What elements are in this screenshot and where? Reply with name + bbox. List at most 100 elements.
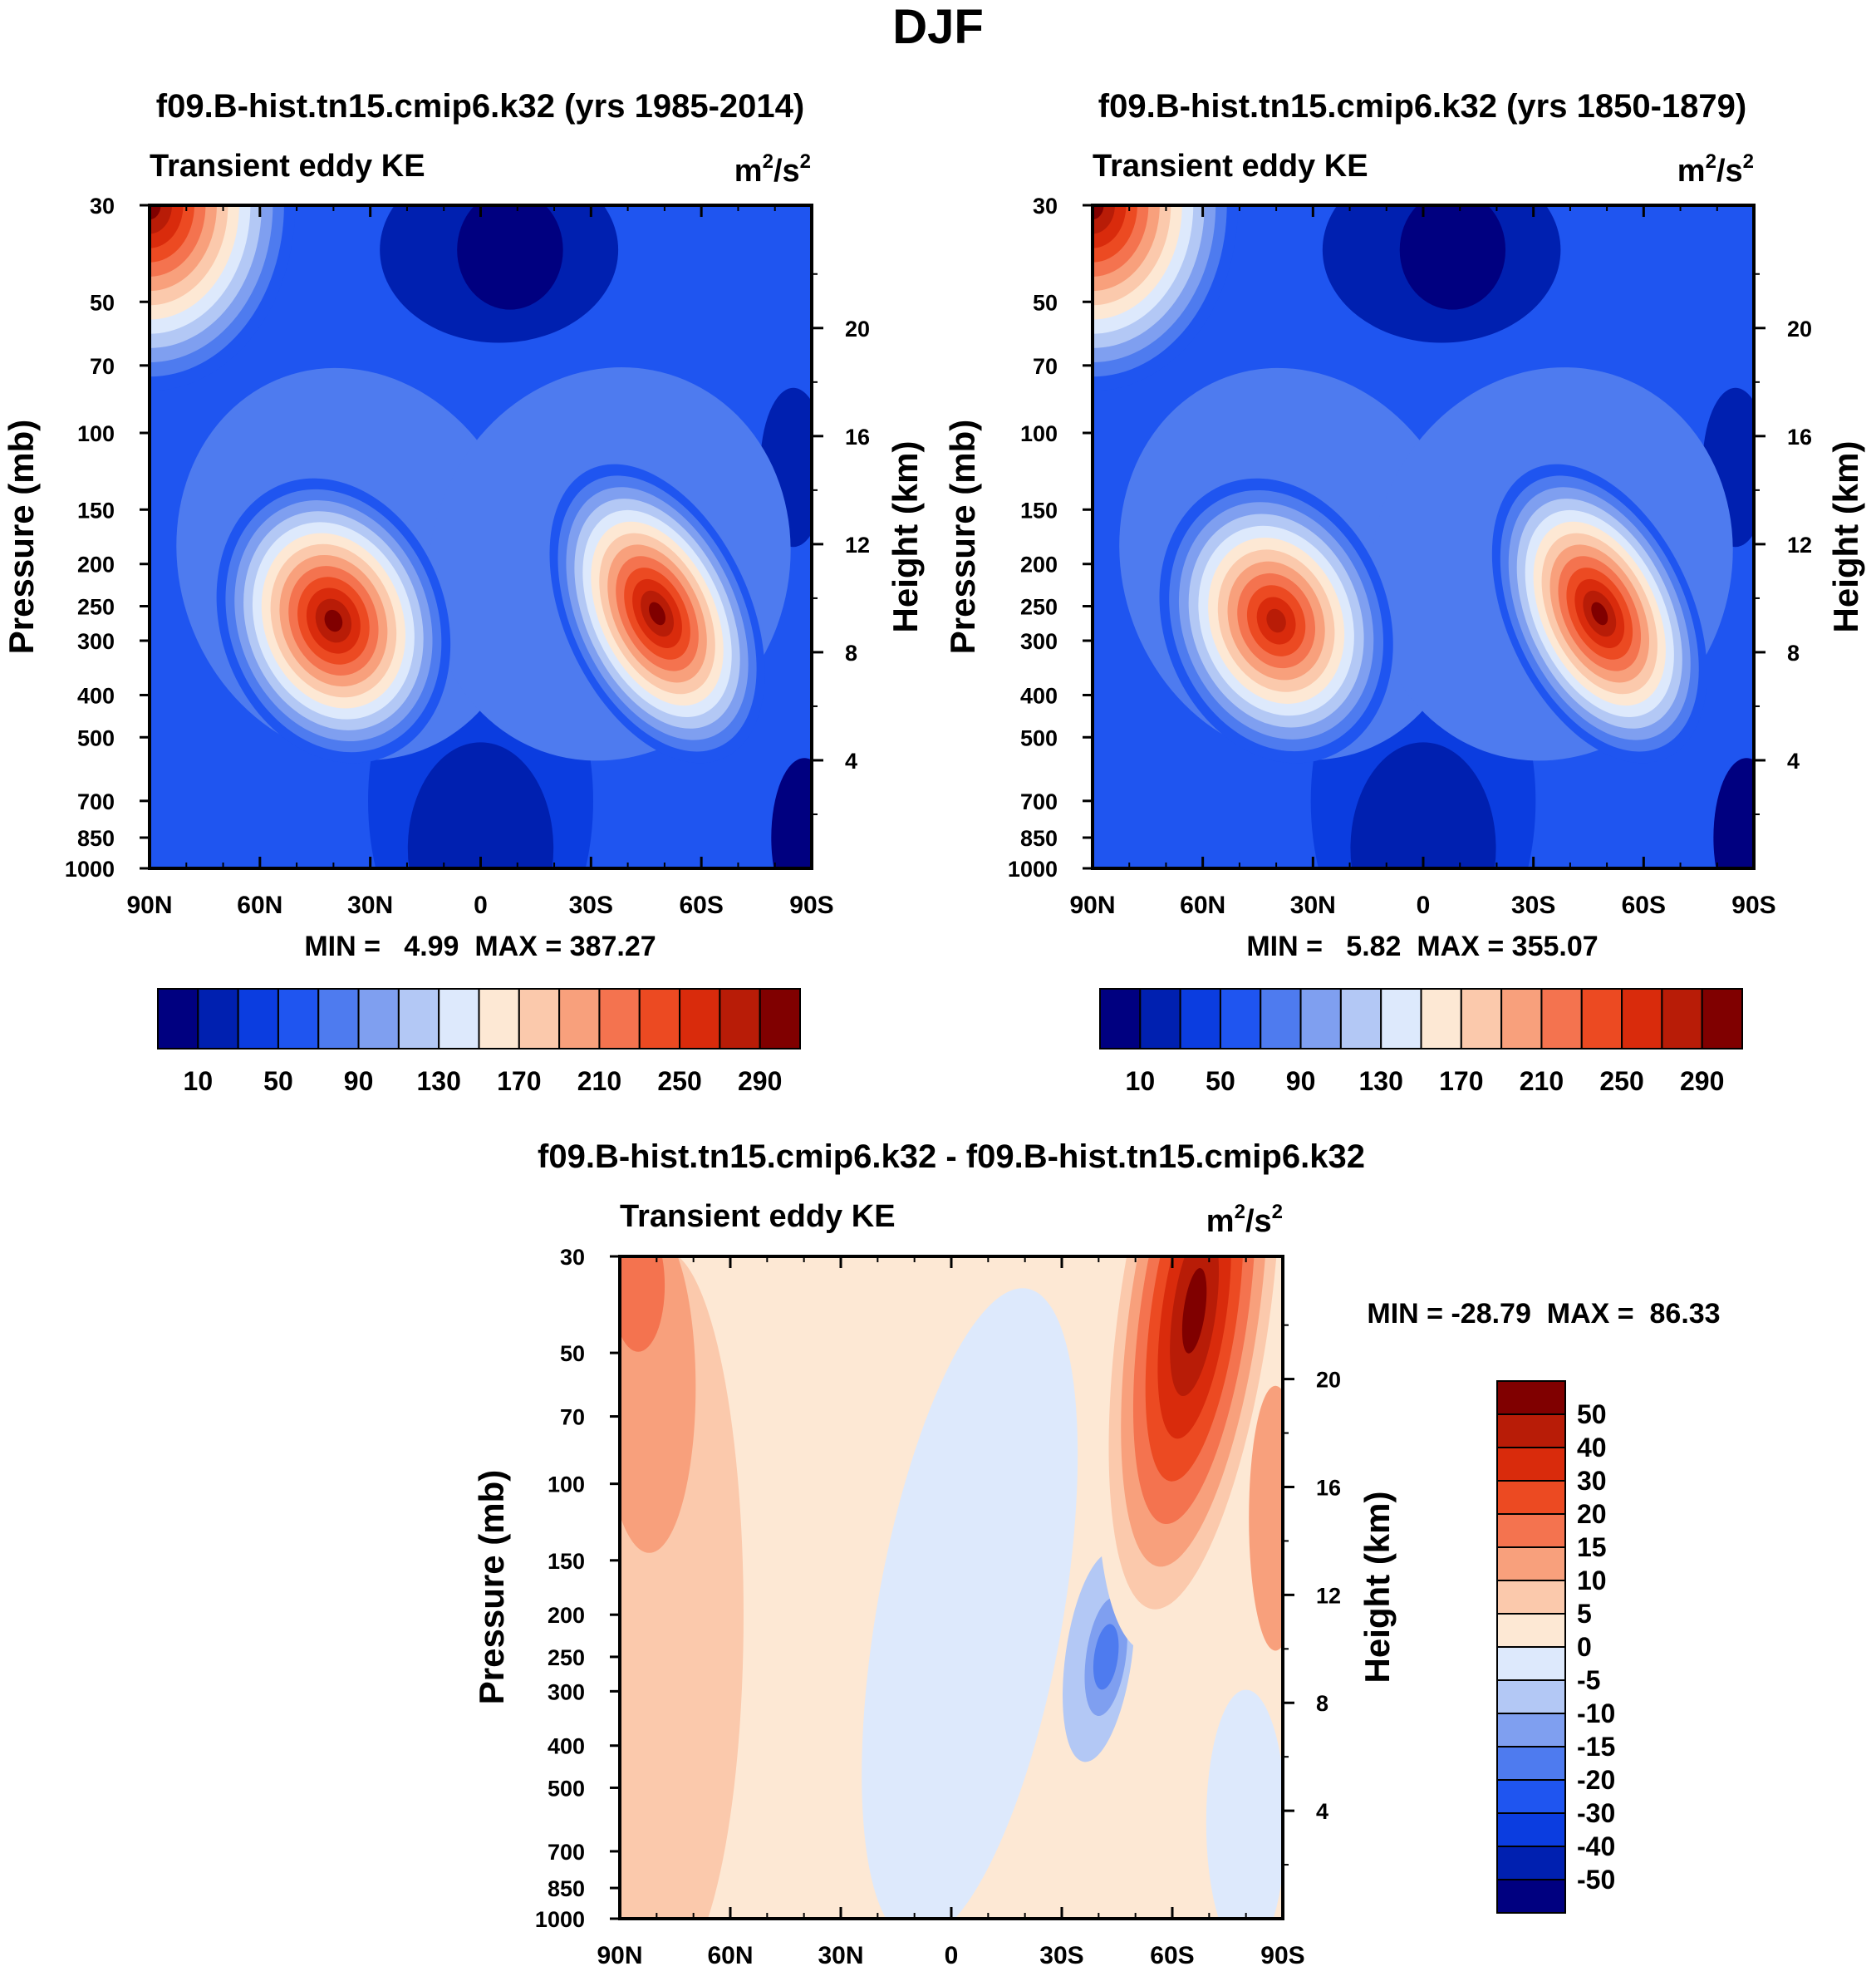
y-tick-label: 250 — [1020, 595, 1058, 620]
y-tick-label: 30 — [1033, 194, 1058, 219]
diff-stats: MIN = -28.79 MAX = 86.33 — [1367, 1298, 1720, 1330]
panel2-stats: MIN = 5.82 MAX = 355.07 — [1246, 931, 1598, 962]
colorbar-swatch — [1496, 1879, 1566, 1914]
y-tick-label: 150 — [77, 498, 115, 523]
y-right-tick-label: 4 — [845, 749, 857, 774]
colorbar-swatch — [1139, 988, 1181, 1049]
y-right-tick-label: 20 — [1787, 317, 1812, 342]
colorbar-swatch — [1496, 1513, 1566, 1548]
panel1-title: f09.B-hist.tn15.cmip6.k32 (yrs 1985-2014… — [156, 88, 804, 125]
colorbar-swatch — [679, 988, 721, 1049]
colorbar-swatch — [1299, 988, 1342, 1049]
x-tick-label: 0 — [945, 1942, 959, 1969]
colorbar-label: 130 — [416, 1066, 460, 1096]
colorbar-swatch — [1496, 1779, 1566, 1814]
colorbar-label: 10 — [184, 1066, 214, 1096]
colorbar-swatch — [1496, 1746, 1566, 1781]
y-tick-label: 100 — [548, 1472, 585, 1497]
colorbar-swatch — [719, 988, 761, 1049]
panel2-left-label: Transient eddy KE — [1093, 149, 1368, 184]
panel2-plot-area — [1093, 205, 1754, 868]
panel2-ylabel-right: Height (km) — [1826, 441, 1865, 633]
x-tick-label: 60S — [679, 892, 723, 919]
colorbar-label: -20 — [1577, 1765, 1615, 1795]
y-tick-label: 250 — [548, 1645, 585, 1670]
low-ke-region — [1399, 205, 1506, 310]
panel2-title: f09.B-hist.tn15.cmip6.k32 (yrs 1850-1879… — [1098, 88, 1746, 125]
x-tick-label: 60N — [707, 1942, 753, 1969]
colorbar-swatch — [1496, 1713, 1566, 1748]
panel1-stats: MIN = 4.99 MAX = 387.27 — [304, 931, 656, 962]
polar-jet-contour — [150, 205, 161, 220]
diff-left-label: Transient eddy KE — [620, 1199, 896, 1234]
x-tick-label: 60N — [237, 892, 282, 919]
panel1-plot-area — [150, 205, 812, 868]
x-tick-label: 90S — [789, 892, 833, 919]
y-right-tick-label: 12 — [1316, 1583, 1341, 1608]
colorbar-label: 5 — [1577, 1599, 1592, 1629]
colorbar-label: 20 — [1577, 1499, 1607, 1529]
panel-1850-1879: f09.B-hist.tn15.cmip6.k32 (yrs 1850-1879… — [943, 88, 1865, 1096]
diff-contour-field — [620, 1256, 1283, 1919]
x-tick-label: 90N — [597, 1942, 642, 1969]
colorbar-swatch — [1420, 988, 1462, 1049]
colorbar-label: 210 — [1520, 1066, 1564, 1096]
y-right-tick-label: 16 — [845, 425, 870, 450]
y-tick-label: 500 — [77, 725, 115, 750]
x-tick-label: 30S — [569, 892, 613, 919]
y-tick-label: 70 — [560, 1405, 585, 1430]
y-tick-label: 700 — [548, 1840, 585, 1865]
y-tick-label: 70 — [90, 354, 115, 379]
diff-units: m2/s2 — [1206, 1201, 1283, 1239]
panel1-left-label: Transient eddy KE — [150, 149, 425, 184]
positive-diff-region — [620, 1256, 665, 1352]
y-right-tick-label: 12 — [1787, 533, 1812, 558]
x-tick-label: 60S — [1150, 1942, 1194, 1969]
low-ke-region — [1350, 742, 1496, 868]
x-tick-label: 60N — [1180, 892, 1225, 919]
colorbar-label: 170 — [497, 1066, 541, 1096]
colorbar-swatch — [1179, 988, 1221, 1049]
y-right-tick-label: 8 — [1787, 641, 1800, 666]
x-tick-label: 30S — [1039, 1942, 1083, 1969]
colorbar-label: 50 — [263, 1066, 293, 1096]
negative-diff-region — [1093, 1624, 1119, 1690]
colorbar-label: 30 — [1577, 1466, 1607, 1496]
colorbar-swatch — [1496, 1380, 1566, 1415]
panel1-units: m2/s2 — [734, 150, 811, 189]
y-tick-label: 500 — [1020, 725, 1058, 750]
x-tick-label: 90S — [1260, 1942, 1304, 1969]
colorbar-label: -50 — [1577, 1865, 1615, 1895]
colorbar-swatch — [1099, 988, 1142, 1049]
colorbar-label: 250 — [657, 1066, 701, 1096]
y-right-tick-label: 20 — [1316, 1368, 1341, 1393]
y-right-tick-label: 8 — [845, 641, 857, 666]
colorbar-label: 90 — [1286, 1066, 1316, 1096]
colorbar-swatch — [1496, 1613, 1566, 1648]
x-tick-label: 30S — [1511, 892, 1555, 919]
low-ke-region — [457, 205, 563, 310]
y-right-tick-label: 4 — [1316, 1799, 1328, 1824]
colorbar-swatch — [1496, 1646, 1566, 1681]
colorbar-label: -10 — [1577, 1698, 1615, 1728]
colorbar-label: 130 — [1358, 1066, 1402, 1096]
colorbar-label: 40 — [1577, 1433, 1607, 1462]
colorbar-swatch — [1496, 1413, 1566, 1448]
figure-title: DJF — [892, 0, 984, 54]
y-right-tick-label: 8 — [1316, 1691, 1328, 1716]
y-tick-label: 500 — [548, 1776, 585, 1801]
colorbar-swatch — [1260, 988, 1302, 1049]
y-tick-label: 850 — [548, 1876, 585, 1901]
y-tick-label: 1000 — [65, 857, 115, 882]
y-tick-label: 850 — [1020, 826, 1058, 851]
colorbar-swatch — [638, 988, 681, 1049]
y-tick-label: 50 — [1033, 290, 1058, 315]
panel2-contour-field — [1093, 205, 1754, 868]
colorbar-swatch — [558, 988, 601, 1049]
diff-plot-area — [620, 1256, 1283, 1919]
colorbar-label: 10 — [1577, 1566, 1607, 1595]
panel-1985-2014: f09.B-hist.tn15.cmip6.k32 (yrs 1985-2014… — [2, 88, 925, 1096]
colorbar-swatch — [598, 988, 641, 1049]
positive-diff-region — [1249, 1385, 1283, 1651]
